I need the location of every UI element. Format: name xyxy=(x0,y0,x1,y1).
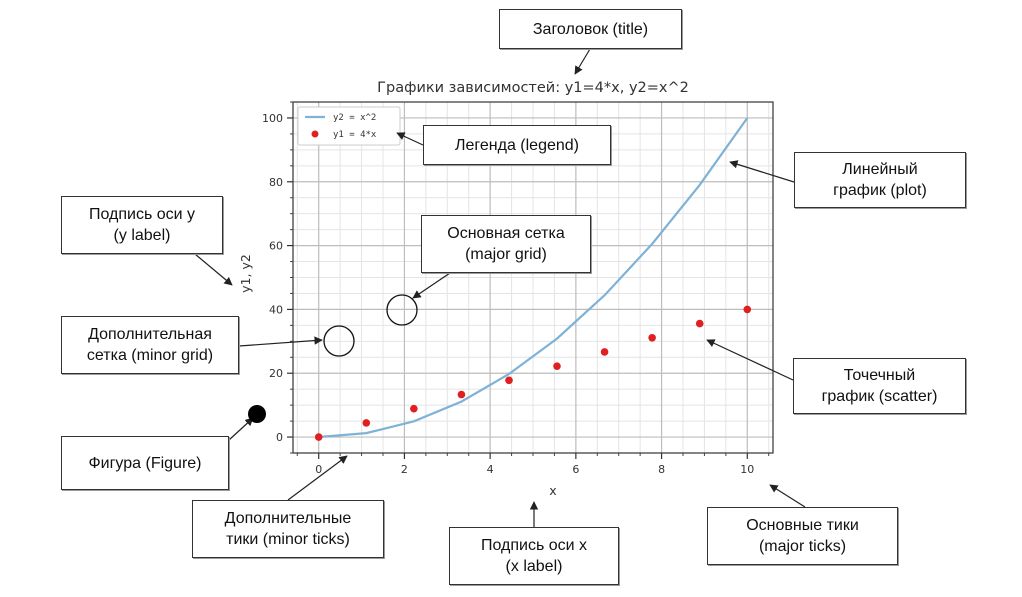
callout-scatter-line-1: Точечный xyxy=(843,367,916,384)
arrow-minor-ticks xyxy=(287,455,348,501)
arrow-major-grid xyxy=(412,272,451,299)
arrow-ylabel xyxy=(194,253,233,286)
scatter-point xyxy=(648,333,656,342)
callout-scatter: Точечный график (scatter) xyxy=(793,358,966,414)
x-tick-label: 10 xyxy=(740,463,754,476)
arrow-minor-grid xyxy=(238,336,323,347)
callout-major-grid-line-1: Основная сетка xyxy=(447,225,565,242)
scatter-point xyxy=(314,433,323,441)
arrow-figure xyxy=(228,417,254,441)
chart-title: Графики зависимостей: y1=4*x, y2=x^2 xyxy=(377,80,689,96)
callout-minor-grid-line-1: Дополнительная xyxy=(88,326,212,343)
scatter-point xyxy=(600,348,609,356)
legend: y2 = x^2 y1 = 4*x xyxy=(297,106,401,146)
scatter-point xyxy=(410,404,418,413)
callout-major-grid: Основная сетка (major grid) xyxy=(421,215,591,273)
major-grid-highlight-circle xyxy=(386,294,418,326)
x-tick-label: 8 xyxy=(658,463,665,476)
callout-legend-line-1: Легенда (legend) xyxy=(455,136,579,154)
callout-xlabel-line-2: (x label) xyxy=(505,558,563,575)
callout-minor-ticks-line-2: тики (minor ticks) xyxy=(226,531,350,548)
callout-plot: Линейный график (plot) xyxy=(794,152,966,208)
callout-title: Заголовок (title) xyxy=(499,9,682,49)
scatter-point xyxy=(553,362,561,370)
y-tick-label: 20 xyxy=(269,367,283,380)
series xyxy=(314,117,752,441)
callout-figure-line-1: Фигура (Figure) xyxy=(88,454,202,472)
figure-marker-dot xyxy=(248,405,266,423)
scatter-point xyxy=(505,376,513,385)
line-series-y2 xyxy=(318,117,749,439)
scatter-point xyxy=(362,419,371,427)
y-tick-label: 80 xyxy=(269,176,283,189)
arrow-scatter xyxy=(706,339,794,381)
callout-title-line-1: Заголовок (title) xyxy=(532,20,649,38)
x-tick-label: 0 xyxy=(315,463,322,476)
callout-plot-line-2: график (plot) xyxy=(833,182,927,199)
minor-grid-highlight-circle xyxy=(323,325,355,357)
arrow-plot xyxy=(729,160,795,183)
annotation-arrows xyxy=(194,48,806,527)
y-tick-label: 40 xyxy=(269,303,283,316)
plot-frame xyxy=(292,101,774,454)
callout-minor-grid: Дополнительная сетка (minor grid) xyxy=(61,316,239,374)
callout-major-grid-line-2: (major grid) xyxy=(465,246,547,263)
x-axis-label: x xyxy=(549,483,556,498)
callout-minor-ticks-line-1: Дополнительные xyxy=(224,510,352,527)
legend-label-y2: y2 = x^2 xyxy=(333,113,376,123)
callout-ylabel: Подпись оси y (y label) xyxy=(61,196,223,254)
callout-major-ticks-line-1: Основные тики xyxy=(746,517,859,534)
scatter-point xyxy=(457,390,466,399)
y-axis-label: y1, y2 xyxy=(238,254,253,293)
y-tick-label: 0 xyxy=(276,431,283,444)
callout-legend: Легенда (legend) xyxy=(423,125,611,165)
callout-xlabel-line-1: Подпись оси x xyxy=(480,537,588,554)
scatter-point xyxy=(743,305,752,314)
legend-label-y1: y1 = 4*x xyxy=(333,130,377,140)
y-tick-label: 60 xyxy=(269,240,283,253)
callout-scatter-line-2: график (scatter) xyxy=(821,388,938,405)
arrow-legend xyxy=(396,132,424,146)
annotation-markers xyxy=(248,294,418,423)
legend-point-swatch xyxy=(311,130,319,138)
callout-major-ticks: Основные тики (major ticks) xyxy=(707,507,898,565)
callout-minor-grid-line-2: сетка (minor grid) xyxy=(86,347,214,364)
arrow-major-ticks xyxy=(769,484,806,508)
x-tick-label: 6 xyxy=(572,463,579,476)
scatter-point xyxy=(695,319,704,328)
callout-minor-ticks: Дополнительные тики (minor ticks) xyxy=(192,500,384,558)
callout-xlabel: Подпись оси x (x label) xyxy=(449,527,619,585)
callout-figure: Фигура (Figure) xyxy=(61,436,229,490)
callout-ylabel-line-2: (y label) xyxy=(113,227,171,244)
x-tick-label: 4 xyxy=(487,463,494,476)
arrow-title xyxy=(574,48,591,75)
callout-plot-line-1: Линейный xyxy=(842,161,918,178)
y-tick-label: 100 xyxy=(262,112,283,125)
callout-major-ticks-line-2: (major ticks) xyxy=(758,538,847,555)
callout-ylabel-line-1: Подпись оси y xyxy=(88,206,196,223)
x-tick-label: 2 xyxy=(401,463,408,476)
